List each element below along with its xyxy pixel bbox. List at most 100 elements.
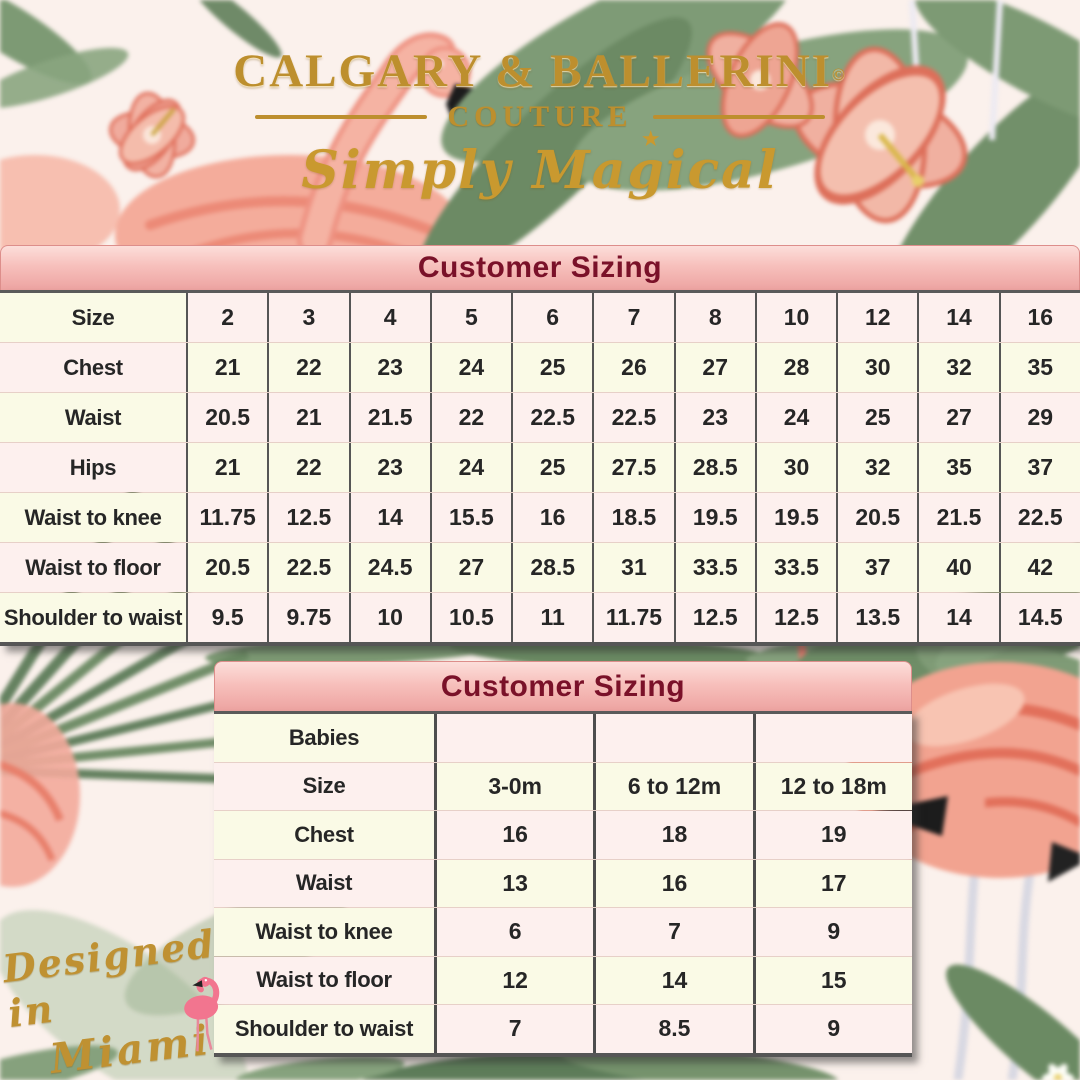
table-cell: 22.5 — [998, 493, 1080, 542]
brand-subtitle-row: COUTURE — [0, 100, 1080, 134]
row-label: Waist to floor — [0, 543, 186, 592]
table-cell: 28 — [754, 343, 837, 392]
palm-leaf-illustration — [0, 0, 282, 109]
table-cell: 4 — [348, 293, 430, 342]
table-cell: 6 — [434, 908, 594, 956]
hibiscus-flower-icon — [706, 22, 968, 224]
table-cell: 33.5 — [754, 543, 837, 592]
table-cell: 19 — [752, 811, 912, 859]
table-cell: 20.5 — [836, 493, 918, 542]
table-cell: 24 — [754, 393, 837, 442]
brand-title: CALGARY & BALLERINI© — [233, 45, 847, 97]
table-cell: 13 — [434, 859, 594, 907]
table-cell: 7 — [434, 1005, 594, 1053]
table-cell: 9 — [752, 908, 912, 956]
table-cell: 12 to 18m — [752, 762, 912, 810]
table-cell: 35 — [917, 443, 999, 492]
copyright-mark: © — [831, 65, 847, 84]
table-cell: 15 — [752, 956, 912, 1004]
table-cell: 20.5 — [186, 393, 268, 442]
table-title-bar: Customer Sizing — [214, 661, 912, 711]
daisy-flower-icon — [1042, 1063, 1074, 1080]
table-cell: 12 — [434, 956, 594, 1004]
table-cell: 25 — [511, 443, 593, 492]
table-cell: 16 — [998, 293, 1080, 342]
table-cell: 24 — [429, 343, 512, 392]
hibiscus-flower-icon — [108, 91, 196, 179]
star-icon: ★ — [640, 126, 661, 151]
table-cell: 14 — [917, 293, 999, 342]
table-row: Chest 21 22 23 24 25 26 27 28 30 32 35 — [0, 342, 1080, 392]
customer-sizing-table-main: Customer Sizing Size 2 3 4 5 6 7 8 10 12 14 16 Chest… — [0, 245, 1080, 646]
row-label: Waist to knee — [0, 493, 186, 542]
table-cell: 27 — [917, 393, 999, 442]
table-cell: 22.5 — [267, 543, 349, 592]
row-label: Waist — [0, 393, 186, 442]
table-cell: 32 — [917, 343, 999, 392]
table-cell: 25 — [836, 393, 918, 442]
table-row: Hips 21 22 23 24 25 27.5 28.5 30 32 35 37 — [0, 442, 1080, 492]
table-cell: 2 — [186, 293, 268, 342]
table-row: Shoulder to waist 7 8.5 9 — [214, 1004, 912, 1053]
table-cell: 19.5 — [673, 493, 755, 542]
table-cell: 37 — [836, 543, 918, 592]
table-cell: 31 — [592, 543, 674, 592]
table-cell — [752, 714, 912, 762]
row-label: Shoulder to waist — [214, 1005, 434, 1053]
table-cell: 16 — [593, 859, 753, 907]
table-cell: 23 — [348, 343, 430, 392]
table-cell: 27.5 — [592, 443, 674, 492]
table-cell: 28.5 — [511, 543, 593, 592]
table-row: Shoulder to waist 9.5 9.75 10 10.5 11 11.75 12.… — [0, 592, 1080, 642]
table-cell: 23 — [673, 393, 755, 442]
table-body: Babies Size 3-0m 6 to 12m 12 to 18m Chest 16 18… — [214, 711, 912, 1057]
table-cell: 10 — [754, 293, 837, 342]
table-cell: 30 — [754, 443, 837, 492]
table-cell: 21.5 — [348, 393, 430, 442]
row-label: Shoulder to waist — [0, 593, 186, 642]
table-cell: 3-0m — [434, 762, 594, 810]
row-label: Size — [0, 293, 186, 342]
table-cell: 40 — [917, 543, 999, 592]
table-cell: 33.5 — [673, 543, 755, 592]
table-cell: 32 — [836, 443, 918, 492]
customer-sizing-table-babies: Customer Sizing Babies Size 3-0m 6 to 12m 12… — [214, 661, 912, 1057]
table-row: Waist to floor 20.5 22.5 24.5 27 28.5 31 33.5 33… — [0, 542, 1080, 592]
table-cell: 18.5 — [592, 493, 674, 542]
table-cell: 14 — [348, 493, 430, 542]
designed-in-miami-signature: Designed in Miami — [0, 919, 246, 1080]
table-cell: 8 — [673, 293, 755, 342]
table-cell: 25 — [511, 343, 593, 392]
table-cell: 16 — [434, 811, 594, 859]
table-cell: 11.75 — [592, 593, 674, 642]
row-label: Waist — [214, 859, 434, 907]
table-row: Chest 16 18 19 — [214, 810, 912, 859]
table-cell: 22.5 — [592, 393, 674, 442]
table-cell: 21 — [267, 393, 349, 442]
table-cell: 24.5 — [348, 543, 430, 592]
brand-subtitle: COUTURE — [447, 100, 633, 133]
table-cell — [593, 714, 753, 762]
table-row: Waist 20.5 21 21.5 22 22.5 22.5 23 24 25 27 29 — [0, 392, 1080, 442]
table-cell: 6 — [511, 293, 593, 342]
table-cell: 35 — [998, 343, 1080, 392]
table-title-bar: Customer Sizing — [0, 245, 1080, 290]
table-row: Size 2 3 4 5 6 7 8 10 12 14 16 — [0, 293, 1080, 342]
table-cell: 42 — [998, 543, 1080, 592]
table-cell: 21.5 — [917, 493, 999, 542]
table-cell: 24 — [429, 443, 512, 492]
table-body: Size 2 3 4 5 6 7 8 10 12 14 16 Chest 21 22 23 24 25 26 27 28… — [0, 290, 1080, 646]
decorative-rule-right — [652, 115, 825, 119]
table-cell: 21 — [186, 443, 268, 492]
table-row: Waist to floor 12 14 15 — [214, 955, 912, 1004]
table-row: Size 3-0m 6 to 12m 12 to 18m — [214, 761, 912, 810]
table-cell: 10 — [348, 593, 430, 642]
table-cell: 19.5 — [754, 493, 837, 542]
table-cell: 13.5 — [836, 593, 918, 642]
table-row: Waist to knee 11.75 12.5 14 15.5 16 18.5 19.5 19… — [0, 492, 1080, 542]
row-label: Babies — [214, 714, 434, 762]
table-cell: 6 to 12m — [593, 762, 753, 810]
table-cell: 10.5 — [429, 593, 512, 642]
table-cell: 9.5 — [186, 593, 268, 642]
